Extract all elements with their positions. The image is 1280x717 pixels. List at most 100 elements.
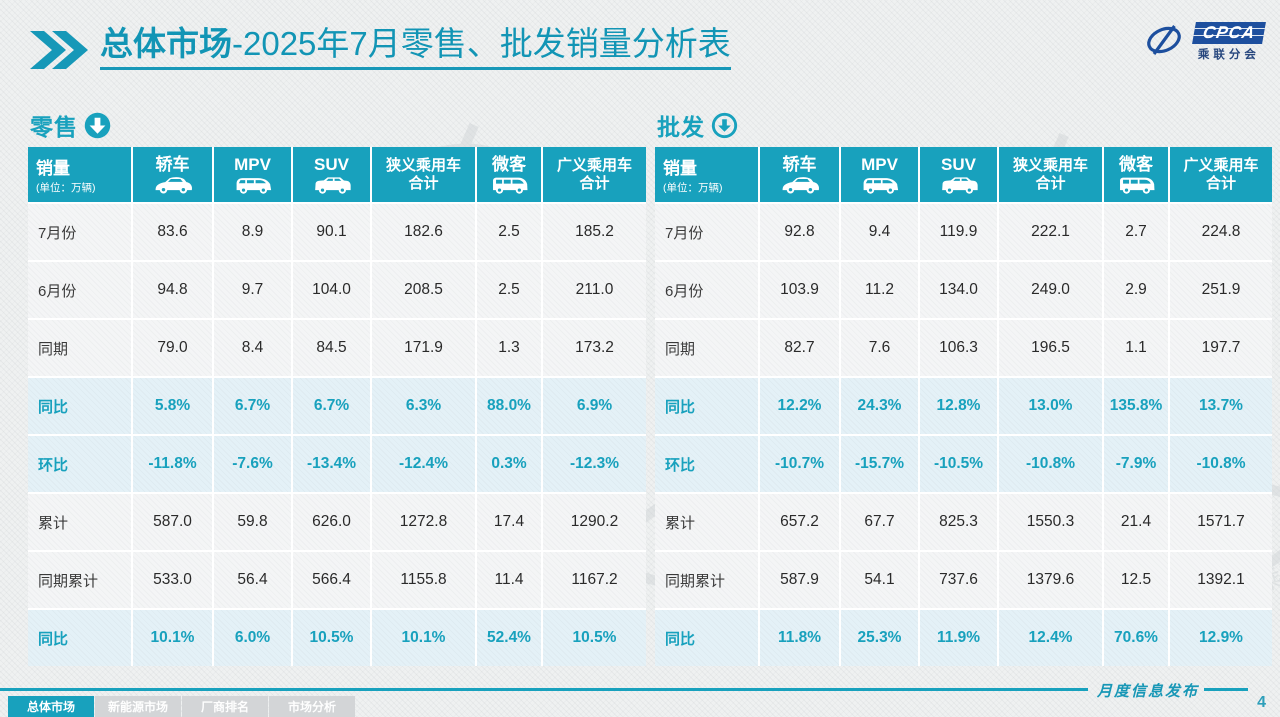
value-cell: 222.1 — [999, 204, 1102, 260]
page-number: 4 — [1257, 694, 1266, 711]
value-cell: 251.9 — [1170, 262, 1272, 318]
value-cell: 12.5 — [1104, 552, 1168, 608]
value-cell: 249.0 — [999, 262, 1102, 318]
value-cell: 13.0% — [999, 378, 1102, 434]
value-cell: 103.9 — [760, 262, 839, 318]
row-label-cell: 同期 — [655, 320, 758, 376]
value-cell: 11.2 — [841, 262, 918, 318]
column-header-cell: 轿车 — [760, 147, 839, 202]
cpca-logo: CPCA 乘联分会 — [1141, 22, 1266, 62]
column-header-cell: SUV — [293, 147, 370, 202]
value-cell: 2.5 — [477, 262, 541, 318]
footer-ribbon-label: 月度信息发布 — [1096, 684, 1199, 700]
unit-subtitle: (单位：万辆) — [36, 182, 96, 194]
bottom-nav-tab[interactable]: 厂商排名 — [182, 696, 268, 717]
bottom-nav-tab[interactable]: 市场分析 — [269, 696, 355, 717]
value-cell: -12.3% — [543, 436, 646, 492]
value-cell: 12.9% — [1170, 610, 1272, 666]
value-cell: 171.9 — [372, 320, 475, 376]
value-cell: 6.7% — [293, 378, 370, 434]
value-cell: 106.3 — [920, 320, 997, 376]
value-cell: 9.4 — [841, 204, 918, 260]
row-label-cell: 同比 — [655, 378, 758, 434]
value-cell: 12.2% — [760, 378, 839, 434]
value-cell: 10.1% — [372, 610, 475, 666]
value-cell: 1379.6 — [999, 552, 1102, 608]
column-header-cell: 广义乘用车 合计 — [543, 147, 646, 202]
value-cell: 94.8 — [133, 262, 212, 318]
value-cell: -10.8% — [1170, 436, 1272, 492]
row-label-cell: 7月份 — [28, 204, 131, 260]
unit-title: 销量 — [36, 159, 70, 178]
value-cell: 657.2 — [760, 494, 839, 550]
column-header-label: MPV — [861, 154, 898, 174]
page-title-rest: -2025年7月零售、批发销量分析表 — [232, 25, 731, 62]
column-header-cell: 微客 — [1104, 147, 1168, 202]
value-cell: -10.7% — [760, 436, 839, 492]
value-cell: 2.7 — [1104, 204, 1168, 260]
wholesale-table: 销量 (单位：万辆) 轿车 MPV SUV 狭义乘用车 合计 微客 广义乘用车 合计 7月份 92… — [655, 147, 1272, 666]
column-header-cell: 轿车 — [133, 147, 212, 202]
value-cell: 208.5 — [372, 262, 475, 318]
value-cell: 1272.8 — [372, 494, 475, 550]
value-cell: 182.6 — [372, 204, 475, 260]
section-label: 零售 — [30, 114, 78, 140]
value-cell: 1167.2 — [543, 552, 646, 608]
column-header-label: 轿车 — [155, 154, 190, 174]
microvan-icon — [493, 177, 528, 195]
value-cell: 134.0 — [920, 262, 997, 318]
value-cell: 82.7 — [760, 320, 839, 376]
row-label-cell: 同期 — [28, 320, 131, 376]
value-cell: -12.4% — [372, 436, 475, 492]
column-header-cell: MPV — [841, 147, 918, 202]
sales-unit-header-cell: 销量 (单位：万辆) — [28, 147, 131, 202]
mpv-icon — [236, 178, 271, 195]
value-cell: -15.7% — [841, 436, 918, 492]
value-cell: 197.7 — [1170, 320, 1272, 376]
value-cell: 10.5% — [543, 610, 646, 666]
column-header-label: MPV — [234, 154, 271, 174]
value-cell: 12.8% — [920, 378, 997, 434]
cpca-logo-text: CPCA 乘联分会 — [1191, 22, 1266, 62]
value-cell: 10.5% — [293, 610, 370, 666]
bottom-nav-tab[interactable]: 新能源市场 — [95, 696, 181, 717]
value-cell: 11.8% — [760, 610, 839, 666]
value-cell: 9.7 — [214, 262, 291, 318]
value-cell: -13.4% — [293, 436, 370, 492]
sales-unit-header-cell: 销量 (单位：万辆) — [655, 147, 758, 202]
value-cell: 70.6% — [1104, 610, 1168, 666]
value-cell: 5.8% — [133, 378, 212, 434]
column-header-label: 微客 — [1119, 154, 1153, 174]
value-cell: 6.9% — [543, 378, 646, 434]
value-cell: 1290.2 — [543, 494, 646, 550]
microvan-icon — [1120, 177, 1155, 195]
retail-section: 零售 销量 (单位：万辆) 轿车 MPV SUV 狭义乘用车 合计 微客 广义乘用车 合计 7月… — [28, 110, 646, 666]
value-cell: 587.0 — [133, 494, 212, 550]
column-header-label: 广义乘用车 合计 — [1183, 157, 1259, 192]
down-arrow-filled-icon — [84, 112, 111, 139]
value-cell: 52.4% — [477, 610, 541, 666]
bottom-nav-tab[interactable]: 总体市场 — [8, 696, 94, 717]
footer-divider-line — [0, 688, 1088, 691]
cpca-wordmark: CPCA — [1191, 22, 1266, 44]
section-label: 批发 — [657, 114, 705, 140]
value-cell: 1392.1 — [1170, 552, 1272, 608]
column-header-cell: 狭义乘用车 合计 — [372, 147, 475, 202]
value-cell: 11.9% — [920, 610, 997, 666]
value-cell: -7.9% — [1104, 436, 1168, 492]
value-cell: 211.0 — [543, 262, 646, 318]
value-cell: 59.8 — [214, 494, 291, 550]
value-cell: 67.7 — [841, 494, 918, 550]
value-cell: 135.8% — [1104, 378, 1168, 434]
unit-title: 销量 — [663, 159, 697, 178]
row-label-cell: 同比 — [28, 610, 131, 666]
value-cell: 566.4 — [293, 552, 370, 608]
retail-table: 销量 (单位：万辆) 轿车 MPV SUV 狭义乘用车 合计 微客 广义乘用车 合计 7月份 83… — [28, 147, 646, 666]
cpca-chinese-label: 乘联分会 — [1197, 49, 1260, 61]
value-cell: 587.9 — [760, 552, 839, 608]
bottom-nav: 总体市场 新能源市场 厂商排名 市场分析 — [8, 696, 355, 717]
value-cell: 79.0 — [133, 320, 212, 376]
value-cell: 7.6 — [841, 320, 918, 376]
column-header-cell: 微客 — [477, 147, 541, 202]
column-header-cell: 狭义乘用车 合计 — [999, 147, 1102, 202]
